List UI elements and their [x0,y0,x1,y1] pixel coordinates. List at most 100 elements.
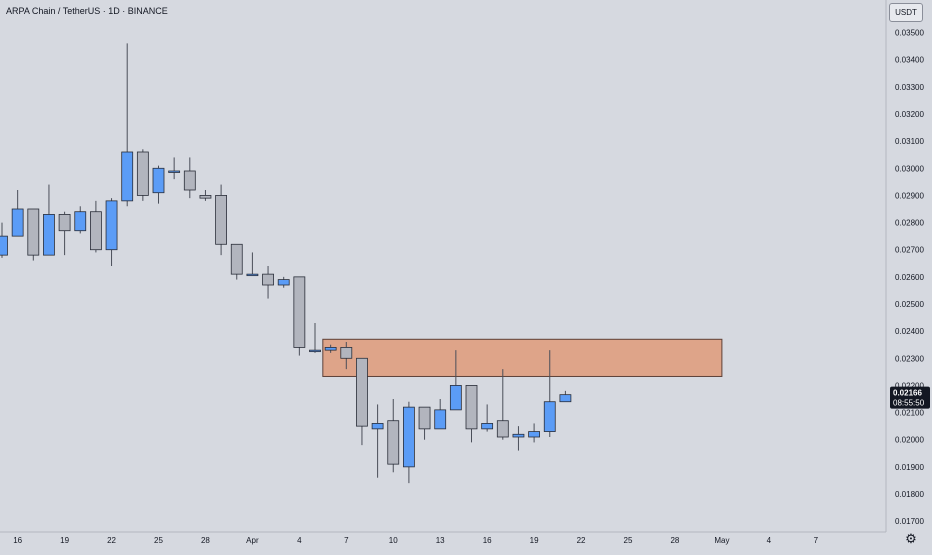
candle-body-down [215,195,228,245]
candle[interactable] [168,157,181,180]
candle-body-down [293,276,306,348]
candle[interactable] [559,390,572,403]
candle[interactable] [387,399,400,473]
candle[interactable] [340,342,353,370]
price-tick-label: 0.03400 [895,56,924,65]
candle-body-up [168,170,181,173]
candle[interactable] [0,222,8,258]
price-tick-label: 0.02700 [895,246,924,255]
candle[interactable] [324,344,337,353]
candle[interactable] [465,385,478,443]
time-tick-label: 10 [389,536,398,545]
candle-body-up [121,151,134,202]
price-tick-label: 0.02000 [895,436,924,445]
candle-body-up [559,394,572,403]
candle-body-up [434,409,447,430]
time-tick-label: 19 [530,536,539,545]
gear-icon[interactable]: ⚙ [905,531,917,546]
last-price-box [890,386,930,409]
time-tick-label: 16 [483,536,492,545]
candle[interactable] [90,200,102,253]
price-tick-label: 0.01700 [895,517,924,526]
candle[interactable] [543,350,556,437]
currency-button[interactable]: USDT [889,3,923,22]
candle-body-up [246,273,259,277]
time-tick-label: 16 [13,536,22,545]
candle[interactable] [371,404,384,478]
candle[interactable] [402,401,415,484]
candle[interactable] [496,369,509,440]
candle-body-up [43,214,55,256]
candle[interactable] [309,323,321,353]
price-tick-label: 0.03500 [895,29,924,38]
time-tick-label: 19 [60,536,69,545]
price-axis[interactable]: 0.03500 0.03400 0.03300 0.03200 0.03100 0.030… [895,29,924,527]
candle-body-down [27,208,40,256]
candle[interactable] [293,276,306,356]
candle[interactable] [183,157,196,199]
candle-body-down [230,243,243,275]
price-tick-label: 0.02300 [895,354,924,363]
candle[interactable] [152,165,165,204]
candle-body-down [58,214,71,232]
candle-body-down [183,170,196,191]
candle-body-down [496,420,509,438]
candle-body-down [90,211,102,251]
time-tick-label: 22 [107,536,116,545]
time-tick-label: Apr [246,536,259,545]
candle[interactable] [418,406,431,440]
candle[interactable] [449,350,462,411]
candle[interactable] [277,276,290,288]
price-tick-label: 0.01900 [895,463,924,472]
price-tick-label: 0.02400 [895,327,924,336]
time-tick-label: 7 [344,536,349,545]
candle-body-up [449,385,462,411]
candle-body-down [199,195,212,199]
candle[interactable] [434,399,447,430]
candle-body-up [402,406,415,468]
time-axis[interactable]: 16 19 22 25 28 Apr 4 7 10 13 16 19 22 25 28 May 4 7 [13,536,818,545]
candle[interactable] [199,190,212,201]
price-tick-label: 0.03300 [895,83,924,92]
candle-body-up [105,200,118,251]
candle[interactable] [43,184,55,256]
candle[interactable] [230,243,243,280]
candle[interactable] [246,252,259,277]
candle-body-down [356,357,368,427]
candle[interactable] [262,266,274,299]
candle[interactable] [215,184,228,256]
candle-body-up [512,433,525,438]
time-tick-label: 28 [201,536,210,545]
time-tick-label: 22 [577,536,586,545]
candle[interactable] [105,198,118,266]
supply-zone[interactable] [322,338,723,377]
time-tick-label: 28 [670,536,679,545]
candle[interactable] [58,211,71,256]
candle[interactable] [11,190,24,237]
price-tick-label: 0.01800 [895,490,924,499]
candle[interactable] [136,149,149,201]
candle[interactable] [481,404,494,432]
price-tick-label: 0.02500 [895,300,924,309]
candle[interactable] [356,357,368,446]
candle-body-up [324,347,337,351]
price-tick-label: 0.02800 [895,219,924,228]
candle[interactable] [121,43,134,207]
candle-body-up [371,423,384,430]
price-tick-label: 0.03200 [895,110,924,119]
candle[interactable] [74,206,87,234]
candle[interactable] [512,426,525,451]
candle[interactable] [528,423,540,443]
candle[interactable] [27,208,40,261]
price-tick-label: 0.03100 [895,137,924,146]
time-tick-label: 4 [767,536,772,545]
candle-body-up [74,211,87,232]
price-tick-label: 0.03000 [895,164,924,173]
candle-body-up [277,279,290,286]
bar-countdown: 08:55:50 [893,399,925,408]
price-tick-label: 0.02200 [895,381,924,390]
